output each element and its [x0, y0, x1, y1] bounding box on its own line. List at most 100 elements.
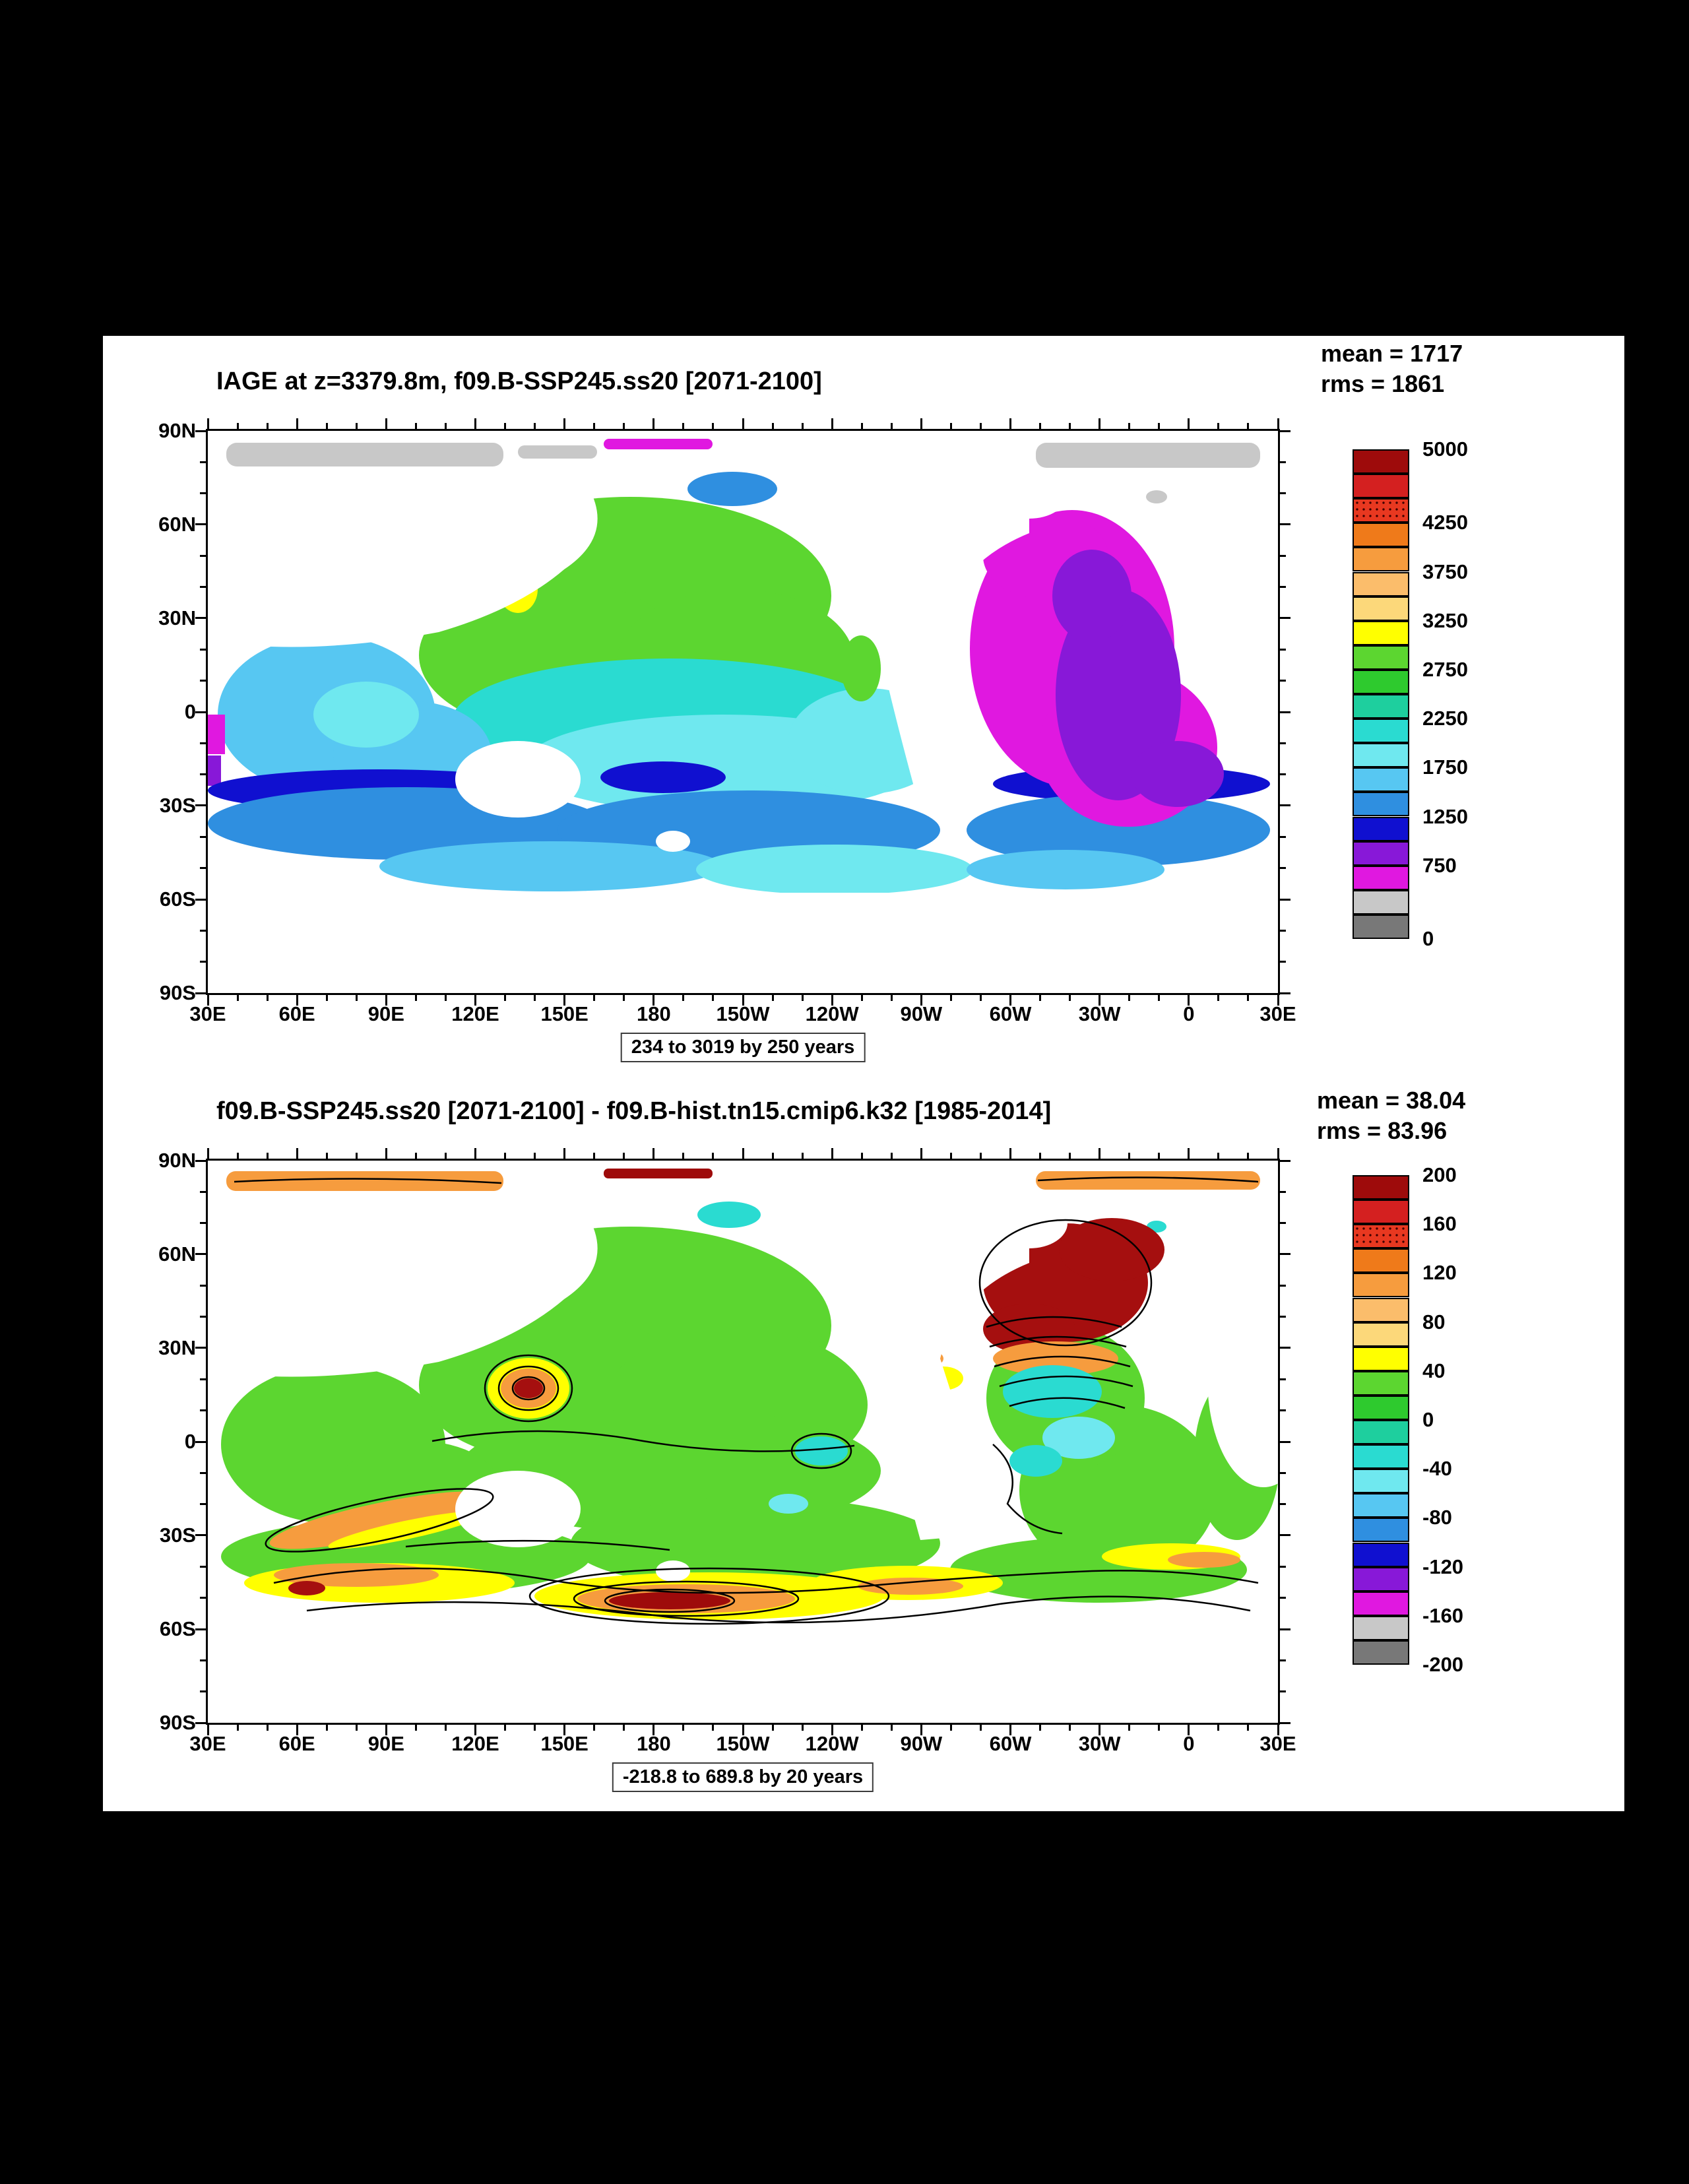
major-tick: [195, 711, 206, 713]
major-tick: [1099, 1148, 1101, 1159]
world-map-svg: [208, 439, 1278, 993]
minor-tick: [890, 423, 893, 429]
colorbar-cell: [1353, 1566, 1409, 1591]
colorbar-tick-label: 750: [1422, 853, 1457, 877]
colorbar-cell: [1353, 792, 1409, 817]
colorbar-cell: [1353, 1273, 1409, 1298]
colorbar-cell: [1353, 620, 1409, 645]
minor-tick: [1280, 1222, 1286, 1225]
minor-tick: [1280, 1503, 1286, 1506]
major-tick: [1099, 995, 1101, 1006]
colorbar-cell: [1353, 1469, 1409, 1494]
colorbar-cell: [1353, 1248, 1409, 1273]
x-tick-label: 180: [636, 1002, 671, 1025]
minor-tick: [1247, 1725, 1250, 1731]
minor-tick: [325, 995, 328, 1001]
major-tick: [1099, 418, 1101, 429]
minor-tick: [266, 1725, 269, 1731]
major-tick: [207, 418, 209, 429]
colorbar-cell: [1353, 1640, 1409, 1665]
colorbar-tick-label: 0: [1422, 927, 1434, 950]
y-tick-label: 60N: [158, 512, 196, 536]
major-tick: [831, 995, 833, 1006]
major-tick: [1280, 711, 1291, 713]
minor-tick: [949, 1153, 952, 1159]
minor-tick: [1158, 1153, 1161, 1159]
major-tick: [920, 418, 922, 429]
minor-tick: [200, 742, 206, 744]
minor-tick: [1128, 995, 1131, 1001]
minor-tick: [860, 995, 863, 1001]
colorbar-tick-label: 40: [1422, 1359, 1446, 1382]
major-tick: [742, 1148, 744, 1159]
minor-tick: [236, 995, 239, 1001]
major-tick: [1280, 617, 1291, 620]
minor-tick: [414, 1725, 417, 1731]
major-tick: [920, 1725, 922, 1735]
major-tick: [1280, 1628, 1291, 1630]
minor-tick: [200, 1659, 206, 1661]
x-tick-label: 90E: [367, 1732, 404, 1755]
stats-block: mean = 1717 rms = 1861: [1321, 338, 1463, 399]
minor-tick: [771, 1153, 774, 1159]
minor-tick: [414, 423, 417, 429]
major-tick: [195, 1253, 206, 1256]
minor-tick: [504, 1725, 507, 1731]
minor-tick: [771, 1725, 774, 1731]
minor-tick: [1247, 995, 1250, 1001]
minor-tick: [1280, 1316, 1286, 1318]
colorbar-cell: [1353, 596, 1409, 621]
land-antarctica: [208, 893, 1278, 993]
minor-tick: [979, 1153, 982, 1159]
map-region-arctic-magenta-strip: [604, 439, 713, 449]
y-tick-label: 30S: [159, 793, 196, 817]
map-region-bering-blue: [687, 472, 777, 506]
stat-rms: rms = 83.96: [1317, 1117, 1448, 1144]
major-tick: [195, 430, 206, 432]
minor-tick: [504, 423, 507, 429]
major-tick: [385, 1725, 387, 1735]
minor-tick: [979, 423, 982, 429]
minor-tick: [200, 1409, 206, 1412]
colorbar-tick-label: -160: [1422, 1603, 1464, 1627]
major-tick: [1277, 995, 1279, 1006]
minor-tick: [593, 995, 596, 1001]
major-tick: [920, 1148, 922, 1159]
colorbar-tick-label: 0: [1422, 1408, 1434, 1431]
colorbar-cell: [1353, 1591, 1409, 1616]
map-region-arctic-orange: [226, 1171, 503, 1191]
colorbar-tick-label: -80: [1422, 1506, 1452, 1529]
x-tick-label: 150W: [716, 1002, 770, 1025]
minor-tick: [200, 1190, 206, 1193]
land-americas: [788, 457, 1029, 810]
colorbar-tick-label: 3750: [1422, 560, 1468, 583]
minor-tick: [266, 995, 269, 1001]
major-tick: [474, 1148, 476, 1159]
minor-tick: [325, 1725, 328, 1731]
colorbar-tick-label: 2750: [1422, 657, 1468, 681]
x-tick-label: 30E: [189, 1002, 226, 1025]
minor-tick: [355, 423, 358, 429]
major-tick: [1280, 430, 1291, 432]
colorbar-cell: [1353, 719, 1409, 744]
x-tick-label: 120E: [451, 1732, 499, 1755]
minor-tick: [593, 1153, 596, 1159]
map-region-arctic-darkred-strip: [604, 1169, 713, 1178]
minor-tick: [444, 995, 447, 1001]
colorbar-cell: [1353, 841, 1409, 866]
stat-mean: mean = 38.04: [1317, 1087, 1466, 1114]
major-tick: [1280, 1440, 1291, 1443]
x-tick-label: 30E: [1259, 1002, 1296, 1025]
minor-tick: [325, 1153, 328, 1159]
major-tick: [742, 995, 744, 1006]
x-tick-label: 90E: [367, 1002, 404, 1025]
colorbar-cell: [1353, 889, 1409, 915]
range-label-box: -218.8 to 689.8 by 20 years: [612, 1762, 874, 1792]
minor-tick: [236, 423, 239, 429]
plot-title: IAGE at z=3379.8m, f09.B-SSP245.ss20 [20…: [216, 368, 822, 395]
major-tick: [296, 1725, 298, 1735]
minor-tick: [444, 1725, 447, 1731]
minor-tick: [1280, 1409, 1286, 1412]
colorbar-cell: [1353, 449, 1409, 474]
minor-tick: [1280, 1597, 1286, 1599]
